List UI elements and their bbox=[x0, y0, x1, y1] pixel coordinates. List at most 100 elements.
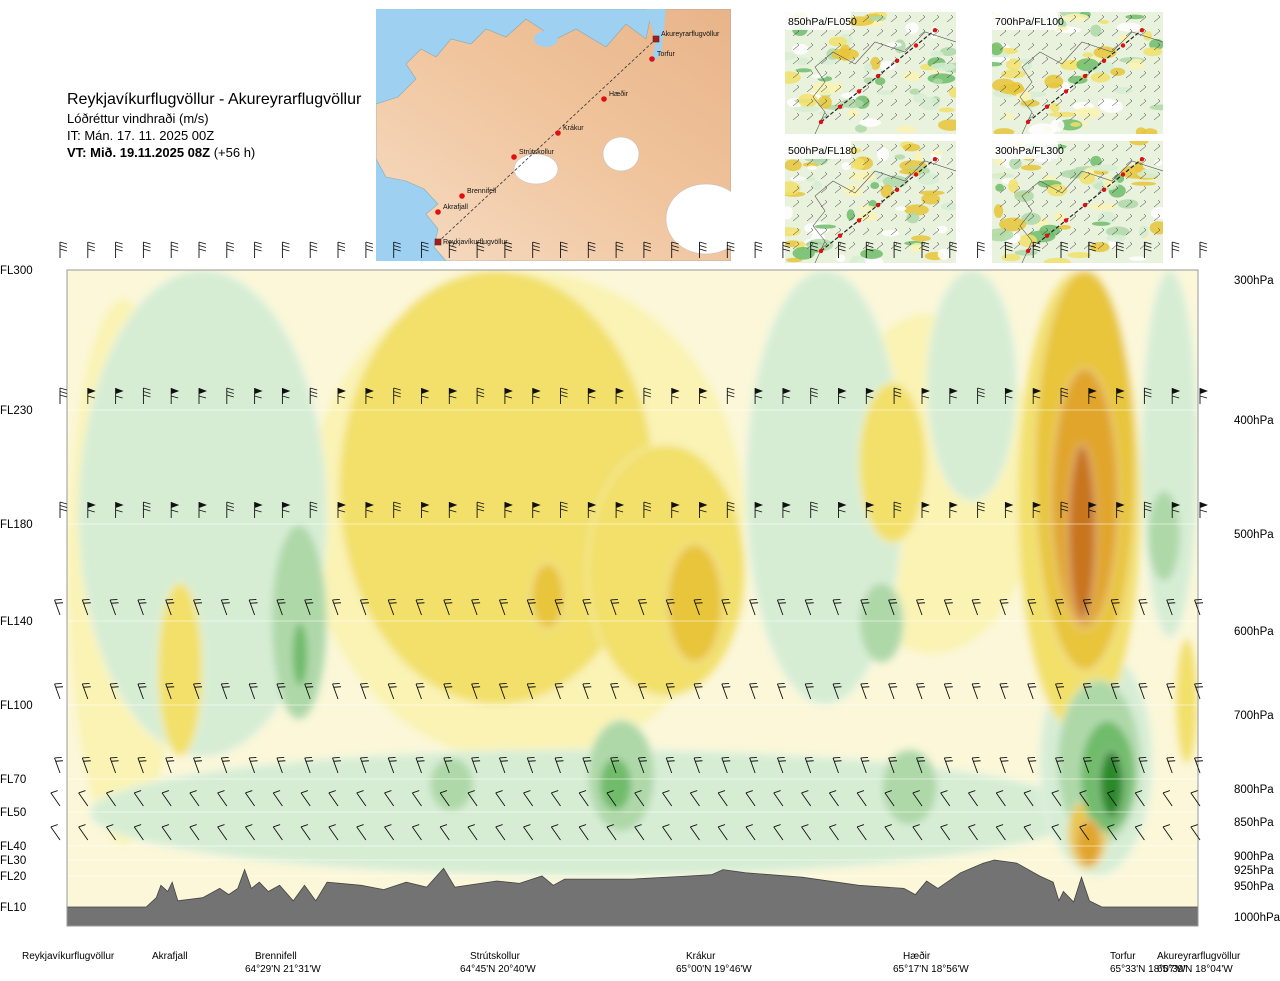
flight-level-label: FL70 bbox=[0, 774, 26, 786]
inset-wind-barb bbox=[820, 56, 828, 65]
inset-field-blob bbox=[811, 81, 838, 96]
inset-field-blob bbox=[1131, 181, 1157, 186]
wind-barb bbox=[693, 599, 703, 616]
inset-wind-barb bbox=[1083, 70, 1091, 79]
inset-wind-barb bbox=[918, 14, 926, 23]
inset-wind-barb bbox=[1139, 227, 1147, 236]
inset-wind-barb bbox=[1139, 98, 1147, 107]
map-glacier-vatnajokull bbox=[665, 183, 731, 255]
inset-wind-barb bbox=[820, 70, 828, 79]
wind-barb bbox=[1138, 683, 1148, 700]
inset-wind-barb bbox=[1013, 112, 1021, 121]
waypoint-name-label: Reykjavíkurflugvöllur bbox=[22, 951, 115, 962]
inset-wind-barb bbox=[806, 84, 814, 93]
inset-field-blob bbox=[993, 128, 1015, 134]
inset-field-blob bbox=[876, 147, 890, 162]
inset-wind-barb bbox=[1069, 199, 1077, 208]
map-waypoint-label: Krákur bbox=[563, 125, 584, 132]
wind-barb bbox=[1107, 790, 1117, 807]
inset-field-blob bbox=[785, 159, 802, 172]
inset-field-blob bbox=[1004, 112, 1015, 121]
wind-barb bbox=[1082, 757, 1092, 774]
wind-barb bbox=[606, 790, 617, 807]
flight-level-label: FL20 bbox=[0, 871, 26, 883]
inset-wind-barb bbox=[862, 157, 870, 166]
wind-barb bbox=[226, 501, 234, 518]
inset-wind-barb bbox=[932, 143, 940, 152]
inset-wind-barb bbox=[890, 70, 898, 79]
inset-wind-barb bbox=[792, 42, 800, 51]
inset-wind-barb bbox=[1097, 199, 1105, 208]
wind-barb bbox=[142, 387, 151, 404]
wind-barb bbox=[387, 599, 397, 616]
map-airport-marker bbox=[652, 35, 660, 43]
inset-wind-barb bbox=[848, 56, 856, 65]
downdraft-band bbox=[428, 756, 475, 813]
wind-barb bbox=[1190, 790, 1201, 807]
inset-wind-barb bbox=[1097, 241, 1105, 250]
inset-wind-barb bbox=[1055, 171, 1063, 180]
map-waypoint-marker bbox=[555, 130, 561, 136]
wind-barb bbox=[220, 683, 230, 700]
inset-wind-barb bbox=[862, 213, 870, 222]
inset-field-blob bbox=[848, 191, 862, 197]
wind-barb bbox=[921, 388, 930, 404]
wind-barb bbox=[999, 757, 1009, 774]
wind-barb bbox=[133, 824, 144, 841]
inset-wind-barb bbox=[1083, 98, 1091, 107]
wind-barb bbox=[439, 824, 450, 841]
inset-wind-barb bbox=[1125, 185, 1133, 194]
inset-wind-barb bbox=[1153, 227, 1161, 236]
inset-wind-barb bbox=[946, 143, 954, 152]
inset-field-blob bbox=[913, 152, 923, 161]
inset-field-blob bbox=[785, 257, 803, 263]
wind-barb bbox=[1171, 502, 1181, 518]
inset-wind-barb bbox=[904, 112, 912, 121]
wind-barb bbox=[856, 790, 867, 807]
inset-wind-barb bbox=[999, 241, 1007, 250]
inset-wind-barb bbox=[1125, 157, 1133, 166]
inset-wind-barb bbox=[904, 28, 912, 37]
inset-wind-barb bbox=[876, 171, 884, 180]
inset-field-blob bbox=[812, 74, 827, 79]
wind-barb bbox=[387, 757, 397, 774]
inset-level-label: 700hPa/FL100 bbox=[995, 16, 1064, 28]
map-waypoint-marker bbox=[511, 154, 517, 160]
inset-wind-barb bbox=[890, 213, 898, 222]
inset-wind-barb bbox=[876, 227, 884, 236]
inset-wind-barb bbox=[1153, 185, 1161, 194]
wind-barb bbox=[865, 388, 875, 404]
inset-wind-barb bbox=[876, 213, 884, 222]
inset-wind-barb bbox=[876, 241, 884, 250]
inset-wind-barb bbox=[848, 70, 856, 79]
wind-barb bbox=[587, 502, 597, 518]
inset-wind-barb bbox=[1153, 171, 1161, 180]
wind-barb bbox=[1004, 241, 1013, 258]
wind-barb bbox=[360, 599, 369, 616]
wind-barb bbox=[560, 501, 568, 518]
wind-barb bbox=[749, 683, 759, 700]
wind-barb bbox=[304, 757, 314, 774]
wind-barb bbox=[610, 599, 620, 616]
inset-wind-barb bbox=[1125, 14, 1133, 23]
inset-field-blob bbox=[1073, 107, 1102, 119]
wind-barb bbox=[276, 757, 286, 774]
map-waypoint-marker bbox=[435, 209, 441, 215]
inset-field-blob bbox=[909, 242, 925, 253]
wind-barb bbox=[1079, 790, 1090, 807]
map-glacier-langjokull bbox=[513, 153, 559, 185]
wind-barb bbox=[1110, 599, 1120, 616]
inset-wind-barb bbox=[918, 213, 926, 222]
wind-barb bbox=[1162, 790, 1173, 807]
wind-barb bbox=[634, 790, 645, 807]
inset-wind-barb bbox=[1069, 143, 1077, 152]
inset-field-blob bbox=[1008, 179, 1019, 193]
inset-wind-barb bbox=[834, 42, 842, 51]
inset-field-blob bbox=[936, 225, 948, 234]
pressure-level-label: 1000hPa bbox=[1234, 912, 1280, 924]
wind-barb bbox=[526, 599, 536, 616]
waypoint-coord-label: 65°39'N 18°04'W bbox=[1157, 964, 1233, 975]
inset-wind-barb bbox=[1153, 112, 1161, 121]
wind-barb bbox=[1088, 241, 1096, 258]
wind-barb bbox=[309, 387, 318, 404]
